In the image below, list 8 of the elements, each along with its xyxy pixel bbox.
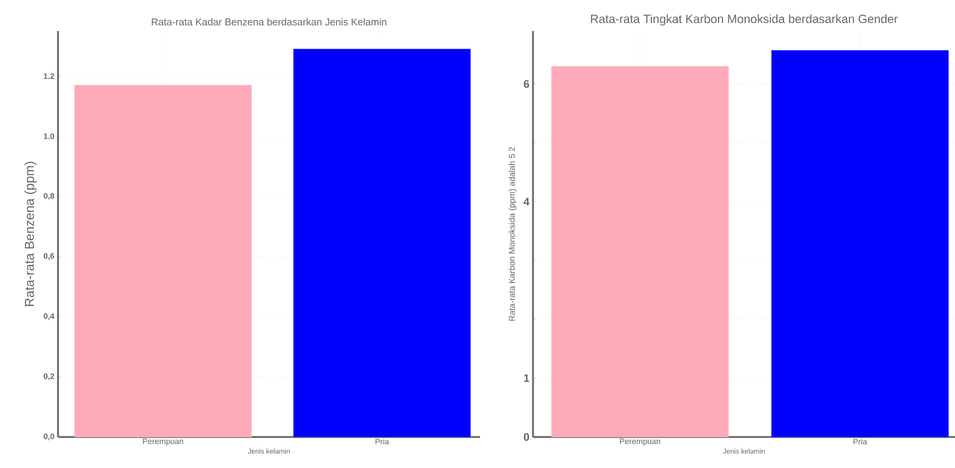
y-axis-title: Rata-rata Benzena (ppm)	[24, 162, 37, 306]
y-axis-title: Rata-rata Karbon Monoksida (ppm) adalah 5 2	[508, 147, 517, 321]
y-tick-label: 1	[524, 374, 530, 382]
y-tick-label: 6	[524, 80, 530, 88]
chart-title: Rata-rata Kadar Benzena berdasarkan Jenis Kelamin	[152, 18, 386, 26]
chart-title: Rata-rata Tingkat Karbon Monoksida berdasarkan Gender	[591, 14, 898, 26]
y-tick-label: 4	[524, 198, 530, 206]
y-tick-label: 0	[524, 433, 530, 441]
